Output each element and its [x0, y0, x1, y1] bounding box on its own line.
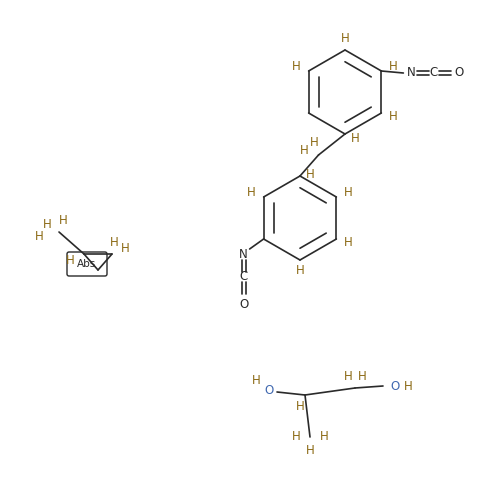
Text: H: H: [251, 374, 260, 388]
Text: H: H: [358, 369, 367, 383]
Text: H: H: [296, 401, 305, 413]
Text: H: H: [344, 236, 353, 249]
FancyBboxPatch shape: [67, 252, 107, 276]
Text: H: H: [110, 235, 119, 248]
Text: O: O: [455, 67, 464, 80]
Text: H: H: [389, 59, 398, 73]
Text: H: H: [65, 254, 74, 267]
Text: C: C: [240, 270, 248, 283]
Text: H: H: [300, 145, 309, 157]
Text: H: H: [306, 167, 314, 180]
Text: H: H: [296, 265, 305, 278]
Text: Abs: Abs: [77, 259, 96, 269]
Text: O: O: [239, 297, 248, 310]
Text: O: O: [264, 384, 274, 397]
Text: H: H: [343, 369, 352, 383]
Text: H: H: [306, 444, 314, 457]
Text: H: H: [247, 186, 256, 200]
Text: H: H: [292, 430, 301, 444]
Text: H: H: [292, 59, 301, 73]
Text: H: H: [351, 132, 359, 145]
Text: H: H: [34, 229, 43, 242]
Text: H: H: [320, 430, 328, 444]
Text: N: N: [407, 67, 416, 80]
Text: O: O: [390, 380, 400, 393]
Text: H: H: [340, 32, 349, 45]
Text: H: H: [310, 137, 319, 150]
Text: H: H: [43, 218, 51, 230]
Text: H: H: [59, 214, 67, 226]
Text: N: N: [239, 247, 248, 261]
Text: C: C: [429, 67, 437, 80]
Text: H: H: [121, 241, 129, 255]
Text: H: H: [403, 380, 412, 393]
Text: H: H: [389, 110, 398, 123]
Text: H: H: [344, 186, 353, 200]
